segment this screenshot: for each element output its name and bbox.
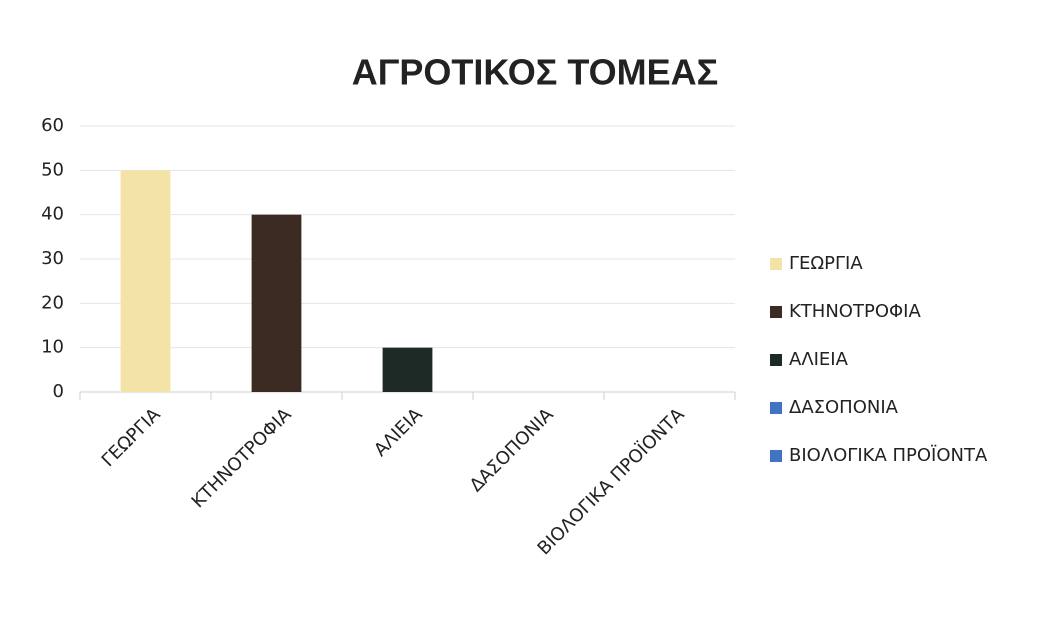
- chart-title: ΑΓΡΟΤΙΚΟΣ ΤΟΜΕΑΣ: [352, 52, 719, 93]
- legend-label: ΔΑΣΟΠΟΝΙΑ: [789, 397, 899, 418]
- legend-label: ΓΕΩΡΓΙΑ: [789, 253, 863, 274]
- y-tick-label: 10: [41, 337, 64, 358]
- y-tick-label: 20: [41, 292, 64, 313]
- legend-swatch: [770, 258, 782, 270]
- bar: [120, 170, 171, 392]
- y-tick-label: 40: [41, 204, 64, 225]
- y-tick-label: 60: [41, 115, 64, 136]
- legend-swatch: [770, 450, 782, 462]
- legend-swatch: [770, 354, 782, 366]
- legend-label: ΚΤΗΝΟΤΡΟΦΙΑ: [789, 301, 921, 322]
- y-tick-label: 30: [41, 248, 64, 269]
- legend-label: ΒΙΟΛΟΓΙΚΑ ΠΡΟΪΟΝΤΑ: [789, 445, 988, 466]
- y-tick-label: 50: [41, 159, 64, 180]
- legend-swatch: [770, 402, 782, 414]
- bar: [251, 214, 302, 392]
- legend-swatch: [770, 306, 782, 318]
- bar: [382, 347, 433, 392]
- legend-label: ΑΛΙΕΙΑ: [789, 349, 849, 370]
- y-tick-label: 0: [53, 381, 64, 402]
